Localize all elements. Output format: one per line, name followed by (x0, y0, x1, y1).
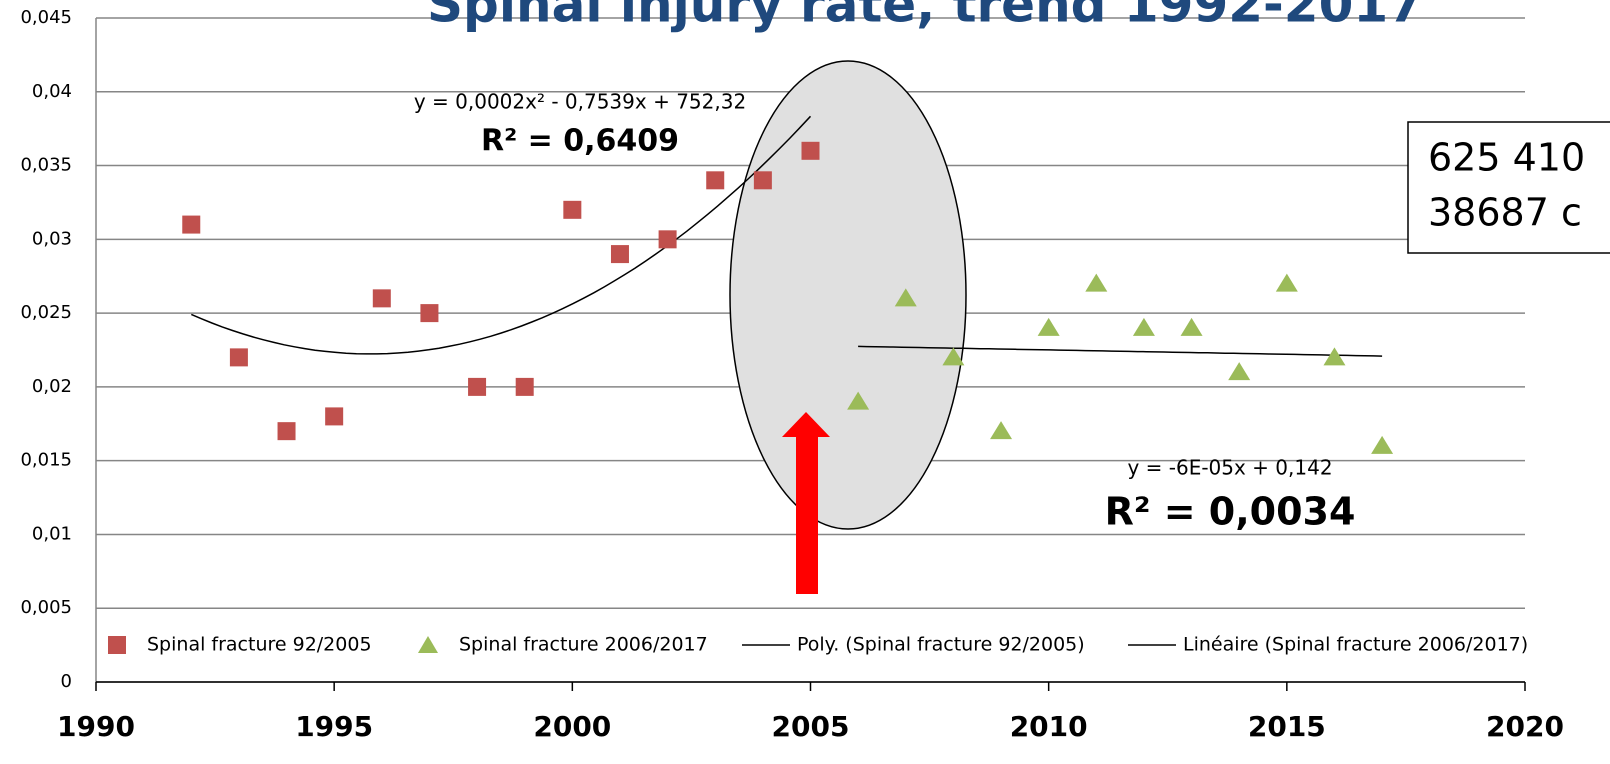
marker (1371, 435, 1394, 454)
legend-label: Poly. (Spinal fracture 92/2005) (797, 634, 1085, 656)
marker (1085, 273, 1108, 292)
marker (894, 288, 917, 307)
trendline (191, 115, 812, 355)
marker (942, 347, 965, 366)
marker (515, 377, 534, 396)
x-tick-label: 2005 (772, 710, 850, 743)
x-tick-label: 1990 (57, 710, 135, 743)
legend-marker (108, 636, 126, 654)
marker (229, 348, 248, 367)
marker (1323, 347, 1346, 366)
marker (372, 289, 391, 308)
marker (563, 200, 582, 219)
marker (277, 422, 296, 441)
chart-title: Spinal injury rate, trend 1992-2017 (427, 0, 1423, 34)
x-tick-label: 1995 (295, 710, 373, 743)
marker (420, 304, 439, 323)
note-box (1407, 121, 1610, 254)
y-tick-label: 0,035 (20, 155, 72, 176)
highlight-ellipse (729, 60, 967, 530)
marker (1180, 317, 1203, 336)
y-tick-label: 0,04 (32, 81, 72, 102)
marker (847, 391, 870, 410)
y-tick-label: 0 (61, 671, 72, 692)
x-tick-label: 2015 (1248, 710, 1326, 743)
marker (1132, 317, 1155, 336)
trend-equation: y = 0,0002x² - 0,7539x + 752,32 (414, 90, 746, 114)
marker (1228, 362, 1251, 381)
y-tick-label: 0,03 (32, 228, 72, 249)
x-tick-label: 2020 (1486, 710, 1564, 743)
marker (658, 230, 677, 249)
note-line: 625 410 (1428, 136, 1585, 180)
y-tick-label: 0,025 (20, 302, 72, 323)
trendline (858, 345, 1383, 357)
marker (990, 421, 1013, 440)
y-tick-label: 0,01 (32, 523, 72, 544)
marker (182, 215, 201, 234)
marker (753, 171, 772, 190)
marker (1275, 273, 1298, 292)
legend-label: Spinal fracture 92/2005 (147, 634, 372, 656)
marker (706, 171, 725, 190)
x-tick-label: 2000 (533, 710, 611, 743)
marker (468, 377, 487, 396)
marker (1037, 317, 1060, 336)
x-tick-label: 2010 (1010, 710, 1088, 743)
note-line: 38687 c (1428, 191, 1582, 235)
marker (325, 407, 344, 426)
arrow (782, 412, 830, 594)
legend-label: Spinal fracture 2006/2017 (459, 634, 708, 656)
y-tick-label: 0,015 (20, 450, 72, 471)
y-tick-label: 0,02 (32, 376, 72, 397)
trend-equation: y = -6E-05x + 0,142 (1127, 456, 1332, 480)
y-tick-label: 0,005 (20, 597, 72, 618)
legend-marker (418, 636, 438, 653)
trend-r2: R² = 0,6409 (481, 124, 679, 159)
marker (610, 245, 629, 264)
y-tick-label: 0,045 (20, 7, 72, 28)
trend-r2: R² = 0,0034 (1105, 490, 1356, 534)
marker (801, 141, 820, 160)
legend-label: Linéaire (Spinal fracture 2006/2017) (1183, 634, 1528, 656)
